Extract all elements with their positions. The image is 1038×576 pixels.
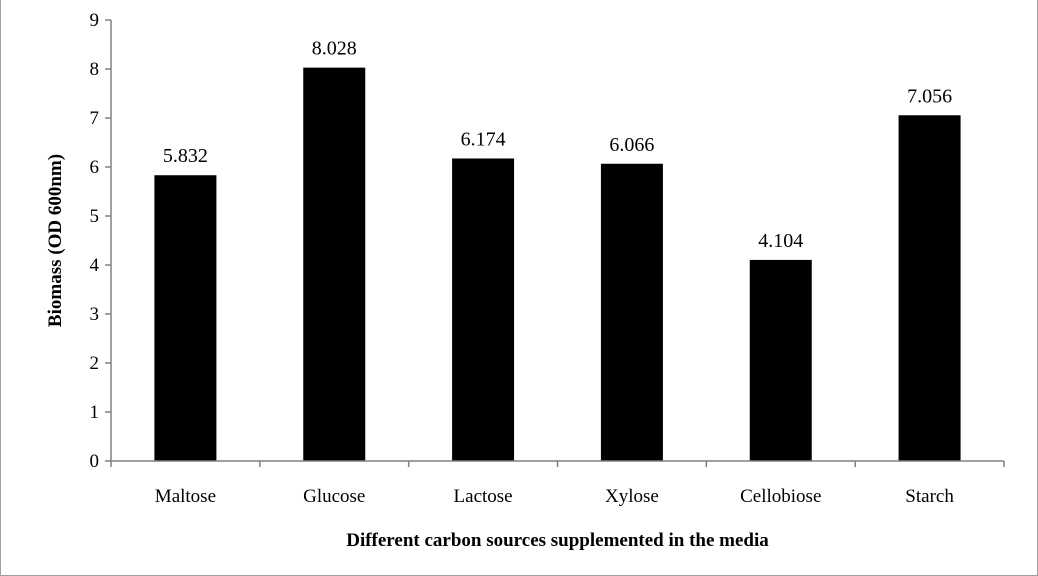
y-tick-label: 3: [90, 304, 100, 325]
y-tick-label: 6: [90, 157, 100, 178]
x-axis-title: Different carbon sources supplemented in…: [346, 530, 769, 551]
bar-glucose: [303, 67, 366, 462]
data-label-glucose: 8.028: [312, 38, 357, 60]
x-tick-label: Xylose: [605, 486, 659, 507]
x-tick-label: Cellobiose: [740, 486, 821, 507]
y-tick-label: 7: [90, 108, 100, 129]
y-tick-label: 0: [90, 451, 100, 472]
data-label-starch: 7.056: [907, 85, 952, 107]
bars: [154, 67, 961, 462]
data-labels: 5.832 8.028 6.174 6.066 4.104 7.056: [163, 38, 952, 252]
data-label-xylose: 6.066: [609, 134, 654, 156]
y-tick-label: 1: [90, 402, 100, 423]
y-axis-ticks: 0 1 2 3 4 5 6 7 8 9: [90, 10, 111, 472]
y-tick-label: 9: [90, 10, 100, 31]
y-tick-label: 2: [90, 353, 100, 374]
data-label-cellobiose: 4.104: [758, 230, 803, 252]
bar-cellobiose: [749, 259, 812, 461]
y-axis-title: Biomass (OD 600nm): [45, 154, 66, 327]
x-tick-label: Glucose: [303, 486, 365, 507]
x-axis-ticks: Maltose Glucose Lactose Xylose Cellobiose Sta…: [110, 461, 1005, 507]
y-tick-label: 5: [90, 206, 100, 227]
x-tick-label: Starch: [905, 486, 954, 507]
bar-xylose: [600, 163, 663, 462]
y-tick-label: 4: [90, 255, 100, 276]
y-tick-label: 8: [90, 59, 100, 80]
data-label-lactose: 6.174: [461, 128, 506, 150]
bar-starch: [898, 115, 961, 462]
x-tick-label: Lactose: [454, 486, 513, 507]
data-label-maltose: 5.832: [163, 145, 208, 167]
bar-lactose: [452, 158, 515, 461]
x-tick-label: Maltose: [155, 486, 216, 507]
bar-maltose: [154, 175, 217, 461]
